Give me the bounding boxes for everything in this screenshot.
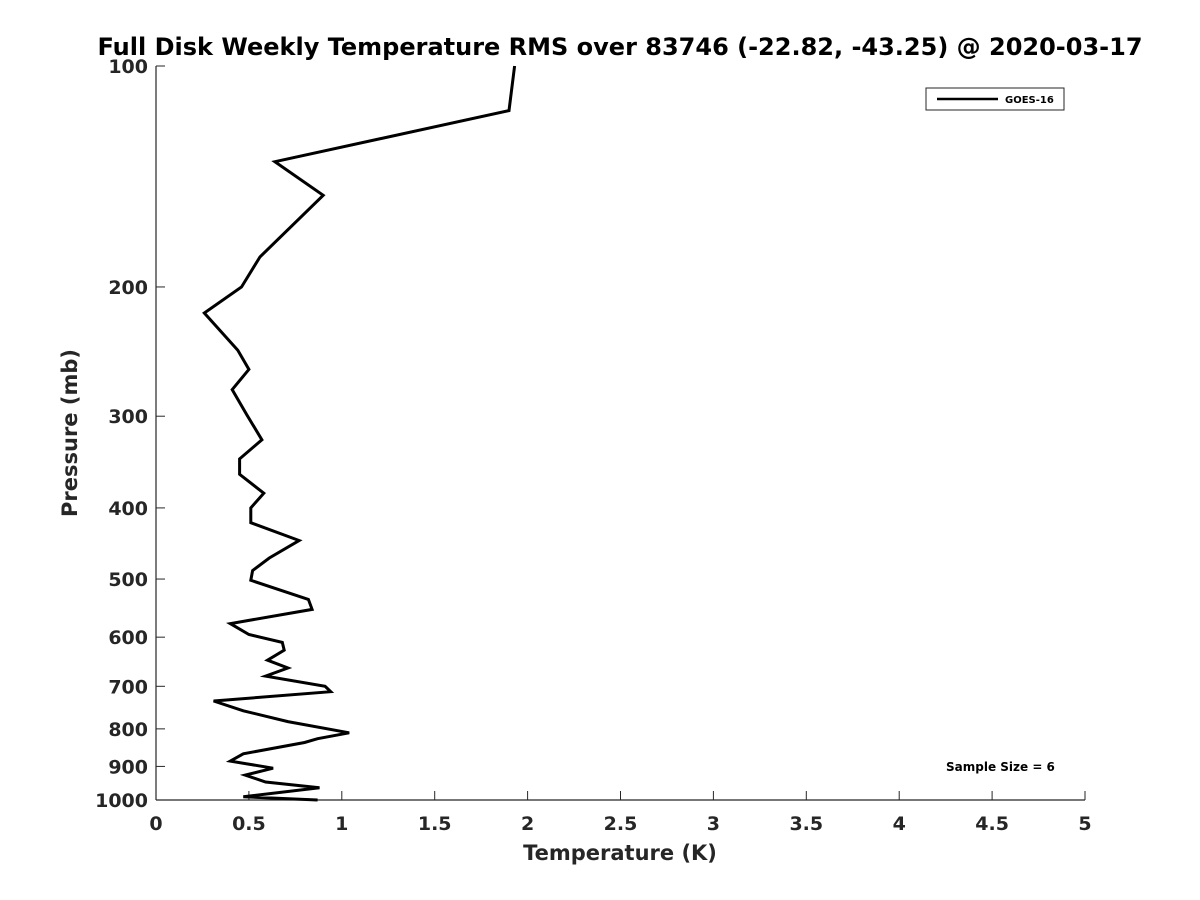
x-tick-label: 2.5 (604, 813, 638, 835)
x-tick-label: 2 (521, 813, 534, 835)
sample-size-annotation: Sample Size = 6 (946, 760, 1055, 774)
x-tick-label: 4 (893, 813, 906, 835)
series-line-goes-16 (202, 65, 517, 802)
y-tick-label: 100 (108, 56, 148, 78)
x-tick-label: 0 (149, 813, 162, 835)
chart-title: Full Disk Weekly Temperature RMS over 83… (97, 33, 1142, 61)
legend-label: GOES-16 (1005, 95, 1054, 106)
y-tick-label: 400 (108, 498, 148, 520)
y-tick-label: 700 (108, 676, 148, 698)
x-tick-label: 1.5 (418, 813, 452, 835)
x-tick-label: 4.5 (975, 813, 1009, 835)
x-tick-label: 3.5 (789, 813, 823, 835)
x-ticks: 0 0.5 1 1.5 2 2.5 3 3.5 4 4.5 5 (149, 791, 1092, 835)
y-tick-label: 600 (108, 627, 148, 649)
y-tick-label: 1000 (95, 790, 148, 812)
x-tick-label: 0.5 (232, 813, 266, 835)
x-tick-label: 5 (1078, 813, 1091, 835)
y-ticks: 100 200 300 400 500 600 700 800 900 1000 (95, 56, 165, 812)
y-tick-label: 300 (108, 406, 148, 428)
y-tick-label: 900 (108, 756, 148, 778)
y-axis-label: Pressure (mb) (58, 349, 82, 517)
y-tick-label: 800 (108, 719, 148, 741)
plot-area (202, 65, 517, 802)
y-tick-label: 500 (108, 569, 148, 591)
x-tick-label: 1 (335, 813, 348, 835)
y-tick-label: 200 (108, 277, 148, 299)
x-tick-label: 3 (707, 813, 720, 835)
x-axis-label: Temperature (K) (523, 841, 717, 865)
legend: GOES-16 (925, 87, 1065, 111)
